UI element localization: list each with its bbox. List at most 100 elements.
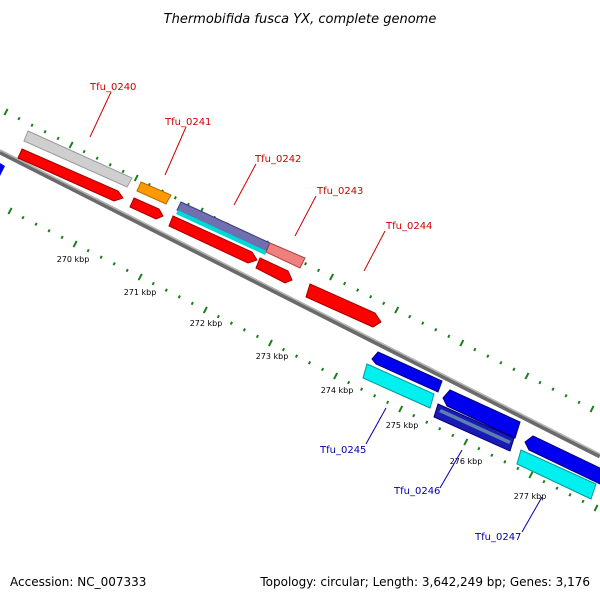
gene-labels: Tfu_0240 Tfu_0241 Tfu_0242 Tfu_0243 Tfu_… [89,82,521,543]
feature-tfu0243-red[interactable] [255,257,293,284]
feature-tfu0242-cyan[interactable] [176,210,267,255]
tick-label: 273 kbp [256,352,289,361]
ruler-tick [177,295,181,299]
ruler-tick [268,339,273,347]
ruler-tick [581,499,585,504]
ruler-tick [151,281,155,286]
feature-tfu0242-red[interactable] [168,215,258,264]
ruler-tick [3,108,9,116]
ruler-tick [564,393,568,398]
ruler-tick [294,354,299,358]
tick-label: 276 kbp [450,457,483,466]
ruler-tick [82,149,86,154]
feature-tfu0244-red[interactable] [305,283,382,328]
feature-tfu0240-red[interactable] [17,148,124,202]
ruler-tick [86,248,90,253]
ruler-tick [425,420,429,424]
ruler-tick [412,413,416,418]
gene-label-tfu0247[interactable]: Tfu_0247 [474,532,521,543]
ruler-tick [68,141,74,149]
scale-labels: 270 kbp 271 kbp 272 kbp 273 kbp 274 kbp … [57,255,547,501]
ruler-tick [463,438,469,446]
gene-label-tfu0242[interactable]: Tfu_0242 [254,154,301,165]
ruler-tick [173,196,177,200]
ruler-tick [333,372,339,380]
feature-left-blue[interactable] [0,163,5,176]
ruler-tick [551,387,555,391]
feature-tfu0241-red[interactable] [129,197,164,220]
ruler-tick [524,372,530,380]
ruler-tick [133,174,139,182]
ruler-tick [589,405,595,413]
gene-label-tfu0240[interactable]: Tfu_0240 [89,82,136,93]
ruler-tick [30,123,34,127]
ruler-tick [137,273,143,281]
ruler-tick [202,306,208,314]
tick-label: 270 kbp [57,255,90,264]
tick-label: 277 kbp [514,492,547,501]
ruler-tick [329,273,335,281]
ruler-tick [408,314,412,319]
ruler-tick [499,360,503,365]
ruler-tick [512,367,516,372]
gene-label-tfu0245[interactable]: Tfu_0245 [319,445,366,456]
ruler-tick [434,327,438,332]
ruler-tick [190,301,194,306]
ruler-tick [473,347,477,352]
feature-tfu0241-orange[interactable] [136,181,172,205]
ruler-tick [56,136,60,141]
ruler-tick [60,235,64,240]
ruler-tick [308,361,312,365]
features-layer [0,130,600,500]
ruler-tick [112,262,116,266]
gene-label-tfu0243[interactable]: Tfu_0243 [316,186,363,197]
ruler-tick [108,163,112,167]
ruler-tick [394,306,400,314]
ruler-tick [321,367,325,372]
feature-tfu0245-blue[interactable] [371,351,443,393]
ruler-tick [360,387,364,391]
ruler-tick [99,255,103,259]
ruler-tick [47,229,51,233]
feature-tfu0240-gray[interactable] [23,130,133,188]
ruler-tick [347,380,351,385]
gene-label-tfu0244[interactable]: Tfu_0244 [385,221,432,232]
ruler-tick [316,268,321,273]
tick-label: 274 kbp [321,386,354,395]
ruler-tick [568,493,572,497]
tick-label: 271 kbp [124,288,157,297]
feature-tfu0247-cyan[interactable] [516,449,597,500]
ruler-tick [121,169,125,174]
ruler-tick [229,321,233,325]
ruler-tick [486,354,490,358]
ruler-tick [516,466,520,471]
ruler-tick [17,116,21,121]
ruler-tick [21,215,25,220]
ruler-tick [95,156,99,160]
ruler-tick [477,446,481,451]
ruler-tick [373,394,377,398]
ruler-tick [555,486,559,490]
gene-label-tfu0241[interactable]: Tfu_0241 [164,117,211,128]
ruler-tick [343,281,347,286]
accession-text: Accession: NC_007333 [10,575,146,589]
feature-tfu0245-cyan[interactable] [362,363,435,409]
inner-tick-ring [7,207,599,512]
ruler-tick [216,314,220,319]
feature-tfu0243-pink[interactable] [265,242,306,269]
feature-tfu0246-blue[interactable] [442,389,521,439]
ruler-tick [538,380,542,385]
ruler-tick [386,400,390,405]
ruler-tick [398,405,404,413]
ruler-tick [164,288,168,292]
feature-tfu0247-blue[interactable] [524,435,600,485]
ruler-tick [281,347,286,352]
tick-label: 272 kbp [190,319,223,328]
ruler-tick [125,268,129,273]
ruler-tick [7,207,13,215]
ruler-tick [459,339,465,347]
gene-label-tfu0246[interactable]: Tfu_0246 [393,486,440,497]
ruler-tick [451,433,455,438]
map-title: Thermobifida fusca YX, complete genome [164,12,437,27]
